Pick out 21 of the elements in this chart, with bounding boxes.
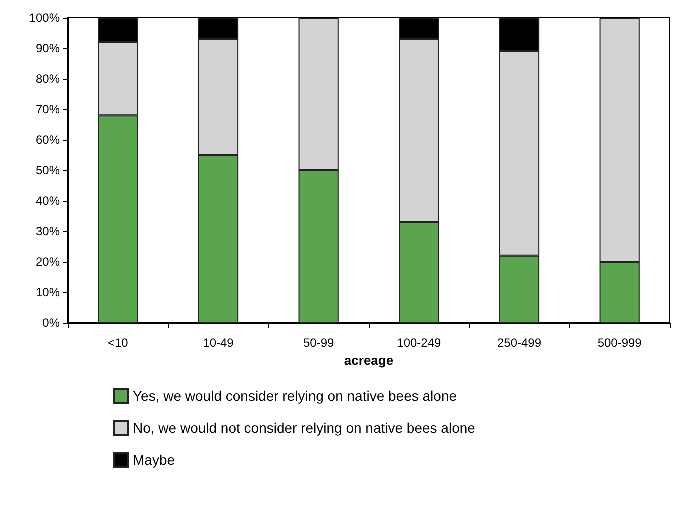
y-tick-label: 30% [36,224,60,238]
y-tick-label: 70% [36,102,60,116]
y-tick-label: 50% [36,164,60,178]
x-tick-label: 250-499 [497,336,542,350]
y-tick-label: 60% [36,133,60,147]
x-tick-label: 50-99 [303,336,334,350]
y-tick-label: 100% [29,11,60,25]
legend-label: Yes, we would consider relying on native bees alone [133,388,458,404]
y-tick-label: 20% [36,255,60,269]
x-tick-label: 10-49 [203,336,234,350]
x-tick-label: 100-249 [397,336,442,350]
y-tick-label: 40% [36,194,60,208]
y-tick-label: 10% [36,286,60,300]
x-axis-title: acreage [344,352,394,368]
legend-label: No, we would not consider relying on native bees alone [133,420,476,436]
y-tick-label: 90% [36,42,60,56]
legend-label: Maybe [133,452,176,468]
x-tick-label: <10 [108,336,129,350]
x-tick-label: 500-999 [598,336,642,350]
y-tick-label: 0% [42,316,60,330]
y-tick-label: 80% [36,72,60,86]
